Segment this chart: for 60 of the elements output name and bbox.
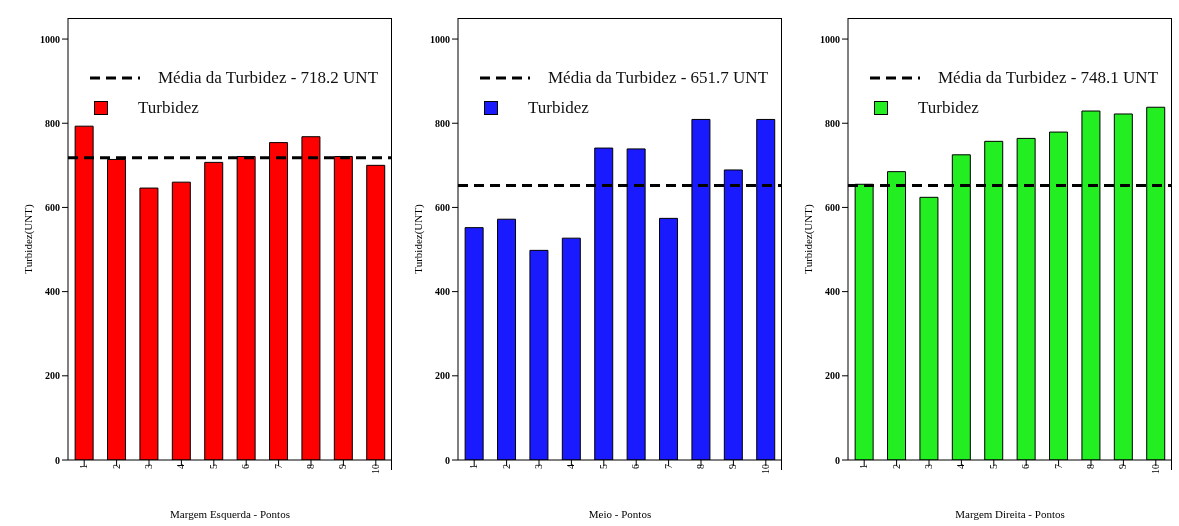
x-tick-label: 1 (78, 464, 90, 469)
x-axis-title: Meio - Pontos (588, 508, 652, 520)
y-tick-label: 600 (825, 201, 840, 213)
y-tick-label: 800 (435, 117, 450, 129)
x-tick-label: 6 (1020, 464, 1032, 469)
y-tick-label: 400 (435, 286, 450, 298)
x-tick-label: 5 (597, 464, 609, 469)
y-tick-label: 0 (835, 454, 840, 466)
y-axis-title: Turbidez(UNT) (21, 204, 35, 274)
y-tick-label: 200 (435, 370, 450, 382)
x-tick-label: 3 (143, 464, 155, 469)
legend-label: Média da Turbidez - 651.7 UNT (548, 68, 769, 88)
x-axis-title: Margem Direita - Pontos (955, 508, 1065, 520)
x-tick-label: 5 (207, 464, 219, 469)
legend-label: Média da Turbidez - 748.1 UNT (938, 68, 1159, 88)
y-axis-title: Turbidez(UNT) (801, 204, 815, 274)
x-tick-label: 8 (305, 464, 317, 469)
x-tick-label: 7 (1052, 464, 1064, 469)
legend-label: Média da Turbidez - 718.2 UNT (158, 68, 379, 88)
y-tick-label: 0 (445, 454, 450, 466)
y-axis-title: Turbidez(UNT) (411, 204, 425, 274)
x-tick-label: 4 (175, 464, 187, 469)
x-tick-label: 9 (727, 464, 739, 469)
x-tick-label: 1 (468, 464, 480, 469)
x-tick-label: 9 (1117, 464, 1129, 469)
x-tick-label: 7 (662, 464, 674, 469)
x-axis-title: Margem Esquerda - Pontos (170, 508, 290, 520)
y-tick-label: 1000 (820, 33, 840, 45)
x-tick-label: 1 (858, 464, 870, 469)
x-tick-label: 9 (337, 464, 349, 469)
x-tick-label: 5 (987, 464, 999, 469)
y-tick-label: 600 (45, 201, 60, 213)
x-tick-label: 10 (369, 464, 381, 474)
x-tick-label: 3 (923, 464, 935, 469)
y-tick-label: 200 (825, 370, 840, 382)
x-tick-label: 6 (630, 464, 642, 469)
x-tick-label: 10 (1149, 464, 1161, 474)
x-tick-label: 2 (890, 464, 902, 469)
y-tick-label: 400 (45, 286, 60, 298)
x-tick-label: 6 (240, 464, 252, 469)
x-tick-label: 8 (695, 464, 707, 469)
x-tick-label: 7 (272, 464, 284, 469)
x-tick-label: 4 (955, 464, 967, 469)
x-tick-label: 8 (1085, 464, 1097, 469)
legend-label: Turbidez (918, 98, 979, 118)
y-tick-label: 200 (45, 370, 60, 382)
y-tick-label: 400 (825, 286, 840, 298)
x-tick-label: 4 (565, 464, 577, 469)
x-tick-label: 10 (759, 464, 771, 474)
y-tick-label: 600 (435, 201, 450, 213)
y-tick-label: 1000 (40, 33, 60, 45)
x-tick-label: 2 (110, 464, 122, 469)
legend-label: Turbidez (138, 98, 199, 118)
x-tick-label: 3 (533, 464, 545, 469)
x-tick-label: 2 (500, 464, 512, 469)
y-tick-label: 1000 (430, 33, 450, 45)
legend-label: Turbidez (528, 98, 589, 118)
y-tick-label: 800 (45, 117, 60, 129)
y-tick-label: 0 (55, 454, 60, 466)
y-tick-label: 800 (825, 117, 840, 129)
